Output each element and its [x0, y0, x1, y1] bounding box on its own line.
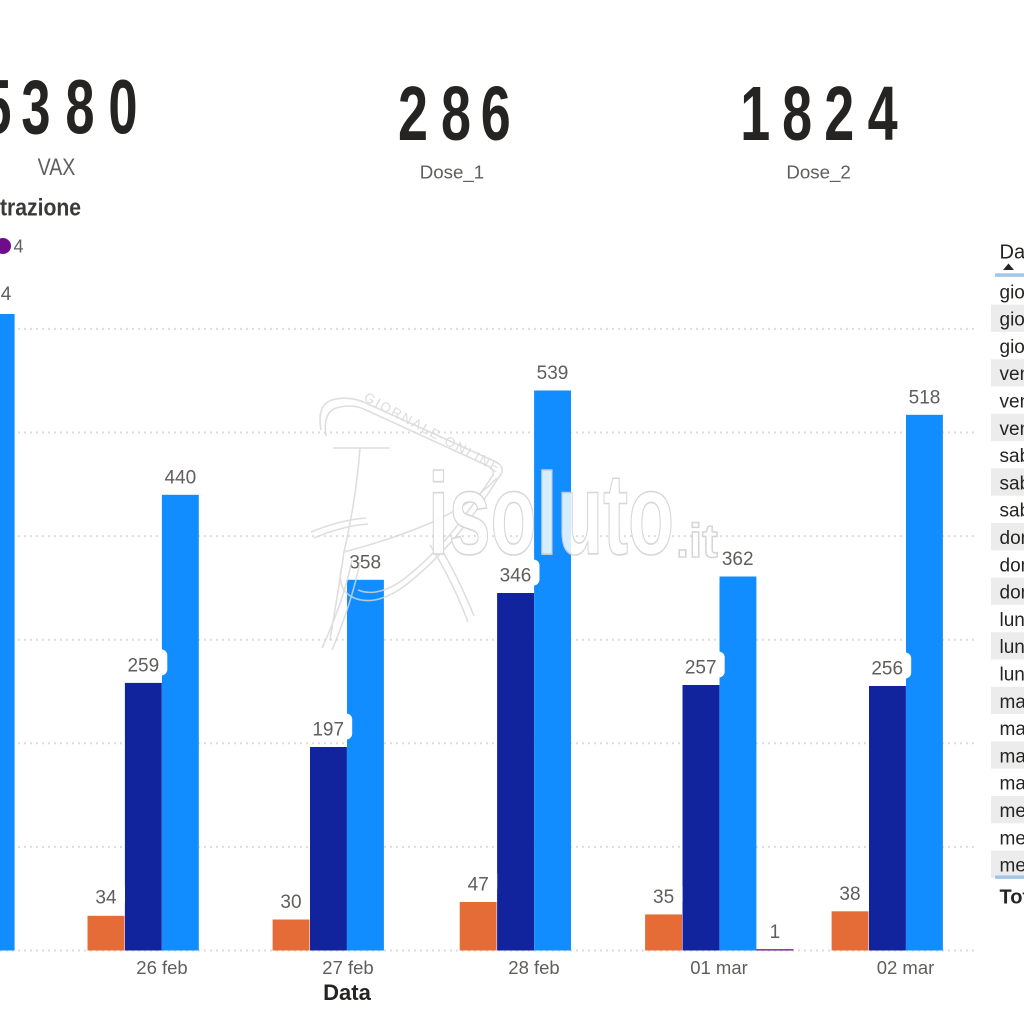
svg-text:8: 8: [441, 72, 471, 158]
svg-text:2: 2: [398, 72, 428, 158]
svg-text:mercoledì: mercoledì: [1000, 801, 1024, 822]
svg-text:1: 1: [740, 72, 770, 158]
svg-text:martedì: martedì: [1000, 774, 1024, 795]
svg-text:lunedì: lunedì: [1000, 665, 1024, 686]
svg-text:venerdì: venerdì: [1000, 364, 1024, 385]
svg-text:giovedì: giovedì: [1000, 310, 1024, 331]
svg-text:01 mar: 01 mar: [690, 957, 748, 978]
svg-text:4: 4: [14, 237, 24, 257]
svg-text:38: 38: [839, 884, 860, 905]
svg-text:sabato: sabato: [1000, 501, 1024, 522]
svg-text:3: 3: [21, 63, 50, 150]
svg-text:256: 256: [871, 659, 903, 680]
svg-text:sabato: sabato: [1000, 473, 1024, 494]
svg-text:8: 8: [782, 72, 812, 158]
svg-text:259: 259: [127, 655, 159, 676]
svg-text:02 mar: 02 mar: [877, 957, 935, 978]
svg-text:VAX: VAX: [38, 153, 76, 181]
svg-text:257: 257: [685, 658, 717, 679]
svg-text:346: 346: [500, 566, 532, 587]
svg-text:Data: Data: [1000, 242, 1024, 264]
svg-text:34: 34: [95, 888, 117, 909]
svg-text:26 feb: 26 feb: [136, 957, 187, 978]
svg-text:Totale: Totale: [1000, 887, 1024, 909]
svg-text:30: 30: [280, 892, 301, 913]
svg-text:5: 5: [0, 63, 12, 150]
svg-text:47: 47: [468, 875, 489, 896]
svg-text:lunedì: lunedì: [1000, 610, 1024, 631]
svg-text:domenica: domenica: [1000, 583, 1024, 604]
svg-text:.it: .it: [676, 514, 718, 567]
svg-text:440: 440: [164, 467, 196, 488]
svg-text:giovedì: giovedì: [1000, 282, 1024, 303]
svg-text:1: 1: [770, 922, 781, 943]
svg-text:venerdì: venerdì: [1000, 419, 1024, 440]
svg-text:venerdì: venerdì: [1000, 392, 1024, 413]
svg-text:28 feb: 28 feb: [508, 957, 559, 978]
svg-text:lunedì: lunedì: [1000, 637, 1024, 658]
svg-text:4: 4: [868, 72, 898, 158]
svg-text:197: 197: [312, 720, 344, 741]
svg-text:362: 362: [722, 549, 754, 570]
svg-text:mercoledì: mercoledì: [1000, 828, 1024, 849]
svg-text:martedì: martedì: [1000, 719, 1024, 740]
svg-text:giovedì: giovedì: [1000, 337, 1024, 358]
svg-text:martedì: martedì: [1000, 746, 1024, 767]
svg-text:8: 8: [65, 63, 94, 150]
svg-text:isoluto: isoluto: [428, 449, 674, 579]
svg-text:Dose_1: Dose_1: [420, 161, 484, 183]
svg-text:614: 614: [0, 284, 12, 305]
svg-text:0: 0: [108, 63, 137, 150]
svg-text:domenica: domenica: [1000, 528, 1024, 549]
svg-text:trazione: trazione: [0, 194, 81, 221]
svg-text:539: 539: [537, 363, 569, 384]
svg-text:Dose_2: Dose_2: [786, 161, 850, 183]
svg-text:27 feb: 27 feb: [322, 957, 373, 978]
svg-text:518: 518: [909, 387, 941, 408]
svg-text:martedì: martedì: [1000, 692, 1024, 713]
svg-text:6: 6: [481, 72, 511, 158]
svg-text:sabato: sabato: [1000, 446, 1024, 467]
svg-text:mercoledì: mercoledì: [1000, 856, 1024, 877]
svg-text:35: 35: [653, 887, 674, 908]
svg-text:domenica: domenica: [1000, 555, 1024, 576]
svg-text:358: 358: [349, 552, 381, 573]
svg-text:Data: Data: [323, 980, 371, 1005]
svg-text:2: 2: [824, 72, 854, 158]
